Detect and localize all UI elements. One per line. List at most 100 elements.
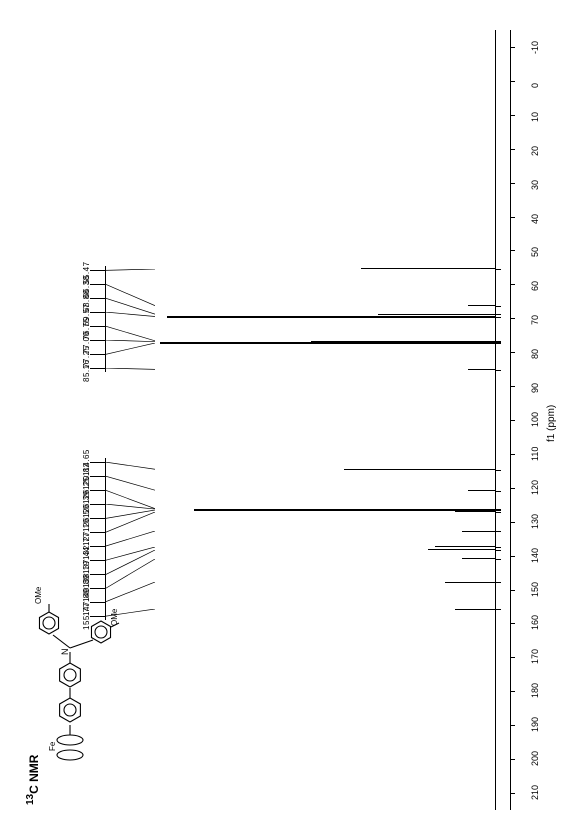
spectrum-peak	[194, 509, 496, 511]
axis-tick	[510, 759, 515, 760]
spectrum-peak	[468, 305, 495, 306]
axis-tick	[510, 691, 515, 692]
axis-tick	[510, 352, 515, 353]
axis-tick-label: -10	[530, 41, 540, 54]
axis-tick-label: 100	[530, 412, 540, 427]
peak-connector	[90, 340, 105, 341]
spectrum-peak	[167, 316, 495, 318]
spectrum-peak	[462, 558, 496, 559]
axis-tick-label: 120	[530, 480, 540, 495]
axis-tick-label: 190	[530, 717, 540, 732]
spectrum-peak-tick	[495, 470, 501, 471]
peak-connector	[90, 532, 105, 533]
spectrum-peak-tick	[495, 547, 501, 548]
peak-fan-line	[105, 312, 155, 318]
axis-tick	[510, 454, 515, 455]
axis-tick-label: 200	[530, 751, 540, 766]
spectrum-peak	[468, 490, 495, 491]
peak-connector	[90, 518, 105, 519]
spectrum-peak-tick	[495, 370, 501, 371]
axis-tick	[510, 556, 515, 557]
peak-connector	[90, 312, 105, 313]
spectrum-peak-tick	[495, 512, 501, 513]
axis-tick-label: 180	[530, 683, 540, 698]
spectrum-peak-tick	[495, 306, 501, 307]
spectrum-peak	[311, 342, 495, 343]
axis-tick	[510, 725, 515, 726]
spectrum-peak-tick	[495, 510, 501, 511]
spectrum-peak	[435, 546, 495, 547]
axis-tick-label: 80	[530, 349, 540, 359]
axis-tick	[510, 115, 515, 116]
spectrum-peak-tick	[495, 314, 501, 315]
axis-tick	[510, 590, 515, 591]
spectrum-peak-tick	[495, 559, 501, 560]
peak-fan-line	[105, 368, 155, 371]
axis-tick	[510, 217, 515, 218]
peak-connector	[90, 504, 105, 505]
peak-connector	[90, 298, 105, 299]
axis-tick-label: 130	[530, 514, 540, 529]
axis-tick	[510, 793, 515, 794]
peak-connector	[90, 476, 105, 477]
axis-tick-label: 210	[530, 785, 540, 800]
spectrum-peak	[455, 609, 495, 610]
peak-fan-line	[105, 531, 155, 548]
axis-tick-label: 50	[530, 247, 540, 257]
spectrum-peak	[462, 531, 496, 532]
peak-fan-line	[105, 462, 155, 471]
axis-tick-label: 30	[530, 180, 540, 190]
axis-tick	[510, 522, 515, 523]
axis-tick	[510, 657, 515, 658]
spectrum-peak-tick	[495, 531, 501, 532]
axis-tick-label: 140	[530, 548, 540, 563]
axis-tick	[510, 47, 515, 48]
axis-tick-label: 0	[530, 83, 540, 88]
peak-connector	[90, 354, 105, 355]
peak-connector	[90, 490, 105, 491]
svg-text:OMe: OMe	[35, 586, 43, 604]
axis-tick-label: 170	[530, 649, 540, 664]
peak-bracket	[105, 266, 106, 372]
spectrum-peak	[445, 582, 495, 583]
svg-text:N: N	[60, 649, 70, 656]
peak-connector	[90, 270, 105, 271]
axis-tick-label: 160	[530, 615, 540, 630]
peak-connector	[90, 368, 105, 369]
axis-tick-label: 110	[530, 447, 540, 461]
axis-tick-label: 150	[530, 582, 540, 597]
axis-tick	[510, 250, 515, 251]
axis-tick-label: 60	[530, 281, 540, 291]
axis-tick	[510, 623, 515, 624]
spectrum-peak-tick	[495, 550, 501, 551]
axis-tick	[510, 386, 515, 387]
axis-title: f1 (ppm)	[546, 405, 557, 442]
axis-tick-label: 10	[530, 112, 540, 122]
spectrum-peak-tick	[495, 343, 501, 344]
axis-tick	[510, 420, 515, 421]
peak-connector	[90, 284, 105, 285]
spectrum-peak	[428, 549, 495, 550]
spectrum-peak	[455, 511, 495, 512]
axis-tick	[510, 149, 515, 150]
molecule-structure: Fe N OMe OMe	[35, 560, 145, 770]
peak-value-label: 85.16	[82, 360, 91, 383]
axis-tick-label: 70	[530, 315, 540, 325]
axis-tick	[510, 284, 515, 285]
spectrum-peak-tick	[495, 582, 501, 583]
peak-connector	[90, 326, 105, 327]
axis-tick	[510, 318, 515, 319]
spectrum-peak	[344, 469, 495, 470]
peak-fan-line	[105, 269, 155, 272]
spectrum-peak-tick	[495, 317, 501, 318]
axis-tick-label: 40	[530, 214, 540, 224]
spectrum-peak	[361, 268, 495, 269]
spectrum-peak-tick	[495, 609, 501, 610]
axis-tick	[510, 183, 515, 184]
peak-connector	[90, 462, 105, 463]
axis-tick-label: 20	[530, 146, 540, 156]
svg-text:Fe: Fe	[48, 741, 57, 751]
svg-text:OMe: OMe	[110, 608, 119, 626]
peak-connector	[90, 546, 105, 547]
spectrum-peak-tick	[495, 491, 501, 492]
